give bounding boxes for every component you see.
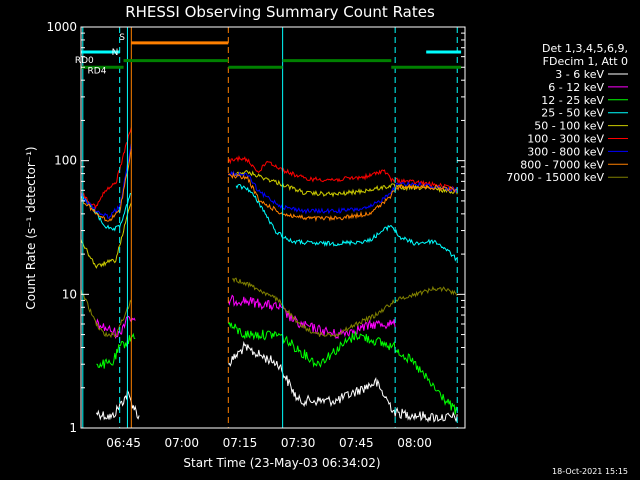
x-tick-label: 07:30 (281, 436, 316, 450)
legend-label-7: 300 - 800 keV (527, 145, 604, 158)
y-axis-ticks: 1 10 100 1000 (46, 20, 465, 435)
legend-label-9: 7000 - 15000 keV (506, 171, 604, 184)
legend-header-line-2: FDecim 1, Att 0 (543, 55, 628, 68)
legend-label-1: 3 - 6 keV (555, 68, 604, 81)
plot-data-layer (80, 127, 458, 423)
x-tick-label: 08:00 (397, 436, 432, 450)
x-tick-label: 07:15 (223, 436, 258, 450)
legend-label-6: 100 - 300 keV (527, 133, 604, 146)
chart-title: RHESSI Observing Summary Count Rates (125, 3, 435, 21)
y-tick-label: 1 (69, 421, 77, 435)
plot-frame (80, 26, 466, 429)
y-tick-label: 10 (62, 287, 77, 301)
legend-label-3: 12 - 25 keV (541, 94, 604, 107)
legend-label-5: 50 - 100 keV (534, 120, 604, 133)
x-tick-label: 06:45 (106, 436, 141, 450)
y-tick-label: 1000 (46, 20, 77, 34)
series-line-5 (80, 170, 458, 269)
x-tick-label: 07:00 (164, 436, 199, 450)
legend-label-4: 25 - 50 keV (541, 107, 604, 120)
y-axis-label: Count Rate (s⁻¹ detector⁻¹) (24, 146, 38, 309)
legend-label-8: 800 - 7000 keV (520, 158, 604, 171)
flag-label-s: S (119, 33, 125, 43)
series-line-2 (95, 294, 396, 340)
flag-label-rd4: RD4 (88, 67, 107, 77)
generation-timestamp: 18-Oct-2021 15:15 (552, 467, 628, 476)
x-tick-label: 07:45 (339, 436, 374, 450)
series-line-3 (96, 321, 458, 415)
series-line-1 (95, 340, 458, 423)
flag-label-n: N (112, 48, 119, 58)
series-line-4 (80, 184, 458, 262)
legend-label-2: 6 - 12 keV (548, 81, 604, 94)
chart-legend: Det 1,3,4,5,6,9, FDecim 1, Att 0 3 - 6 k… (506, 42, 628, 184)
y-tick-label: 100 (54, 154, 77, 168)
x-axis-ticks: 06:45 07:00 07:15 07:30 07:45 08:00 (106, 436, 432, 450)
x-axis-label: Start Time (23-May-03 06:34:02) (183, 456, 380, 470)
series-line-9 (80, 277, 458, 339)
flag-label-rd0: RD0 (75, 56, 94, 66)
series-line-8 (80, 148, 458, 223)
legend-header-line-1: Det 1,3,4,5,6,9, (542, 42, 628, 55)
